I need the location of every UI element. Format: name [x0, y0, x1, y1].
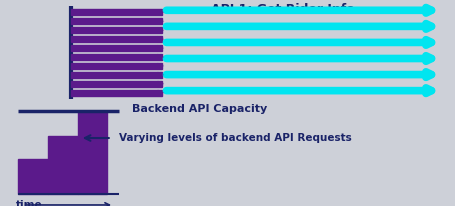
Bar	[48, 136, 77, 194]
Bar	[18, 159, 48, 194]
Bar	[71, 81, 162, 87]
Bar	[71, 9, 162, 15]
Bar	[77, 111, 107, 194]
Text: API 1: Get Rider Info: API 1: Get Rider Info	[210, 3, 354, 16]
Bar	[71, 54, 162, 60]
Bar	[71, 27, 162, 33]
Text: Varying levels of backend API Requests: Varying levels of backend API Requests	[118, 133, 350, 143]
Bar	[71, 63, 162, 69]
Text: time: time	[16, 200, 42, 206]
Text: Backend API Capacity: Backend API Capacity	[132, 104, 267, 114]
Bar	[71, 45, 162, 51]
Bar	[71, 72, 162, 78]
Bar	[71, 18, 162, 24]
Bar	[71, 90, 162, 96]
Bar	[71, 36, 162, 42]
